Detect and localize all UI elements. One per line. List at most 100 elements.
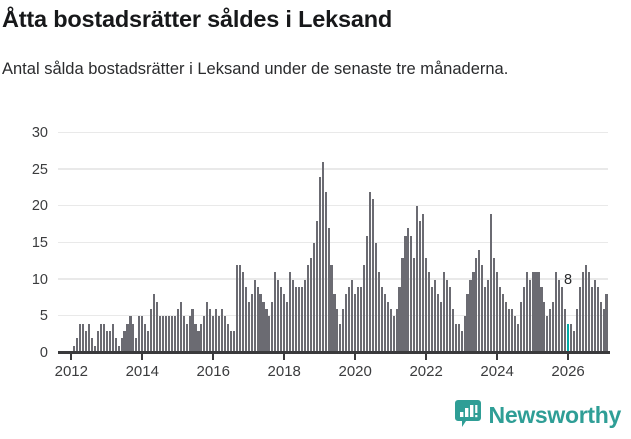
bar[interactable] bbox=[537, 272, 540, 353]
highlighted-bar[interactable] bbox=[567, 323, 570, 353]
bar[interactable] bbox=[135, 338, 138, 353]
bar[interactable] bbox=[265, 309, 268, 353]
bar[interactable] bbox=[569, 323, 573, 353]
bar[interactable] bbox=[528, 279, 531, 353]
bar[interactable] bbox=[105, 331, 108, 353]
bar[interactable] bbox=[445, 279, 448, 353]
bar[interactable] bbox=[197, 331, 200, 353]
bar[interactable] bbox=[463, 316, 466, 353]
bar[interactable] bbox=[466, 294, 469, 353]
bar[interactable] bbox=[493, 257, 496, 353]
bar[interactable] bbox=[224, 316, 227, 353]
bar[interactable] bbox=[478, 250, 481, 353]
bar[interactable] bbox=[410, 235, 413, 353]
bar[interactable] bbox=[404, 235, 407, 353]
bar[interactable] bbox=[377, 272, 380, 353]
bar[interactable] bbox=[144, 323, 147, 353]
bar[interactable] bbox=[209, 309, 212, 353]
bar[interactable] bbox=[315, 221, 318, 353]
bar[interactable] bbox=[218, 316, 221, 353]
bar[interactable] bbox=[327, 228, 330, 353]
bar[interactable] bbox=[413, 257, 416, 353]
bar[interactable] bbox=[457, 323, 460, 353]
bar[interactable] bbox=[525, 272, 528, 353]
bar[interactable] bbox=[99, 323, 102, 353]
bar[interactable] bbox=[333, 294, 336, 353]
bar[interactable] bbox=[499, 287, 502, 353]
bar[interactable] bbox=[430, 287, 434, 353]
bar[interactable] bbox=[587, 272, 590, 353]
bar[interactable] bbox=[250, 294, 253, 353]
bar[interactable] bbox=[212, 316, 215, 353]
bar[interactable] bbox=[126, 323, 129, 353]
bar[interactable] bbox=[543, 301, 546, 353]
bar[interactable] bbox=[303, 279, 306, 353]
bar[interactable] bbox=[552, 301, 555, 353]
bar[interactable] bbox=[147, 331, 150, 353]
bar[interactable] bbox=[294, 287, 298, 353]
bar[interactable] bbox=[85, 331, 88, 353]
bar[interactable] bbox=[339, 323, 342, 353]
bar[interactable] bbox=[79, 323, 82, 353]
bar[interactable] bbox=[605, 294, 608, 353]
bar[interactable] bbox=[271, 301, 274, 353]
bar[interactable] bbox=[581, 272, 584, 353]
bar[interactable] bbox=[522, 287, 525, 353]
bar[interactable] bbox=[516, 323, 519, 353]
bar[interactable] bbox=[297, 287, 301, 353]
bar[interactable] bbox=[407, 228, 410, 353]
bar[interactable] bbox=[158, 316, 162, 353]
bar[interactable] bbox=[253, 279, 256, 353]
bar[interactable] bbox=[141, 316, 144, 353]
bar[interactable] bbox=[292, 279, 295, 353]
bar[interactable] bbox=[280, 287, 283, 353]
bar[interactable] bbox=[475, 257, 478, 353]
bar[interactable] bbox=[324, 191, 327, 353]
bar[interactable] bbox=[436, 294, 440, 353]
bar[interactable] bbox=[380, 287, 383, 353]
bar[interactable] bbox=[599, 301, 602, 353]
bar[interactable] bbox=[117, 345, 120, 353]
bar[interactable] bbox=[238, 265, 241, 353]
bar[interactable] bbox=[374, 243, 377, 353]
bar[interactable] bbox=[362, 265, 366, 353]
bar[interactable] bbox=[90, 338, 94, 353]
bar[interactable] bbox=[123, 331, 126, 353]
bar[interactable] bbox=[469, 279, 472, 353]
bar[interactable] bbox=[460, 331, 463, 353]
bar[interactable] bbox=[401, 257, 404, 353]
bar[interactable] bbox=[540, 287, 543, 353]
bar[interactable] bbox=[188, 316, 191, 353]
bar[interactable] bbox=[286, 301, 289, 353]
bar[interactable] bbox=[191, 309, 194, 353]
bar[interactable] bbox=[348, 287, 351, 353]
bar[interactable] bbox=[262, 301, 265, 353]
bar[interactable] bbox=[575, 309, 578, 353]
bar[interactable] bbox=[510, 309, 513, 353]
bar[interactable] bbox=[490, 213, 493, 353]
bar[interactable] bbox=[309, 257, 312, 353]
bar[interactable] bbox=[590, 287, 593, 353]
bar[interactable] bbox=[221, 309, 224, 353]
bar[interactable] bbox=[336, 309, 339, 353]
bar[interactable] bbox=[277, 279, 280, 353]
bar[interactable] bbox=[96, 331, 99, 353]
bar[interactable] bbox=[555, 272, 558, 353]
bar[interactable] bbox=[561, 287, 564, 353]
bar[interactable] bbox=[312, 243, 315, 353]
bar[interactable] bbox=[76, 338, 79, 353]
bar[interactable] bbox=[484, 287, 487, 353]
bar[interactable] bbox=[392, 316, 395, 353]
bar[interactable] bbox=[150, 309, 153, 353]
bar[interactable] bbox=[504, 301, 508, 353]
bar[interactable] bbox=[321, 162, 324, 353]
bar[interactable] bbox=[395, 309, 398, 353]
bar[interactable] bbox=[354, 294, 357, 353]
bar[interactable] bbox=[398, 287, 401, 353]
bar[interactable] bbox=[371, 199, 374, 353]
bar[interactable] bbox=[442, 272, 445, 353]
bar[interactable] bbox=[564, 309, 567, 353]
bar[interactable] bbox=[176, 309, 179, 353]
bar[interactable] bbox=[386, 301, 389, 353]
bar[interactable] bbox=[167, 316, 170, 353]
